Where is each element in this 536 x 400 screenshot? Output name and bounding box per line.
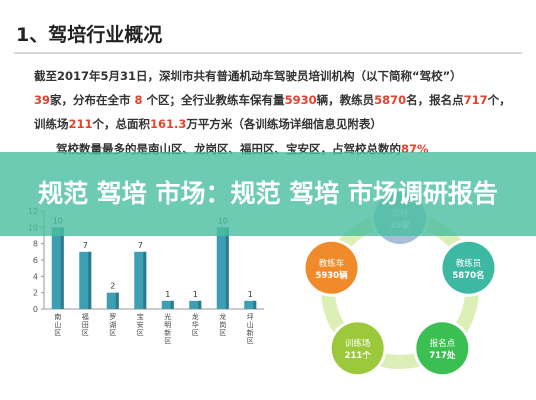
title-divider — [14, 52, 522, 54]
bar-value-label: 1 — [165, 290, 170, 299]
bar-shade — [60, 227, 64, 309]
paragraph-line-3: 训练场211个，总面积161.3万平方米（各训练场详细信息见附表） — [34, 116, 514, 132]
category-label: 龙岗区 — [219, 312, 226, 337]
bar-value-label: 1 — [248, 290, 253, 299]
text-segment: 辆，教练员 — [316, 93, 375, 107]
bar-value-label: 7 — [138, 241, 143, 250]
text-segment: 截至2017年5月31日，深圳市共有普通机动车驾驶员培训机构（以下简称“驾校”） — [34, 69, 462, 83]
text-segment: 万平方米（各训练场详细信息见附表） — [186, 117, 382, 131]
highlight-value: 39 — [34, 93, 51, 107]
y-tick-label: 4 — [33, 272, 38, 281]
node-circle-训练场 — [331, 322, 384, 375]
category-label: 罗湖区 — [109, 313, 116, 337]
highlight-value: 211 — [68, 117, 93, 131]
y-tick-label: 2 — [33, 289, 38, 298]
bar-value-label: 2 — [110, 282, 115, 291]
paragraph-line-1: 截至2017年5月31日，深圳市共有普通机动车驾驶员培训机构（以下简称“驾校”） — [34, 68, 514, 84]
text-segment: 家，分布在全市 — [50, 93, 135, 107]
node-name: 训练场 — [345, 338, 371, 349]
node-value: 717处 — [429, 350, 456, 361]
text-segment: 个，总面积 — [92, 117, 151, 131]
highlight-value: 161.3 — [150, 117, 187, 131]
bar-shade — [143, 251, 147, 309]
node-circle-教练车 — [305, 241, 358, 294]
highlight-value: 717 — [463, 93, 488, 107]
text-segment: 名，报名点 — [406, 93, 464, 107]
y-tick-label: 0 — [33, 305, 38, 314]
highlight-value: 5870 — [374, 93, 407, 107]
node-value: 211个 — [345, 350, 372, 361]
text-segment: 个区；全行业教练车保有量 — [142, 93, 285, 107]
bar-shade — [198, 300, 202, 309]
node-value: 5870名 — [452, 270, 484, 281]
paragraph-line-2: 39家，分布在全市 8 个区；全行业教练车保有量5930辆，教练员5870名，报… — [34, 92, 514, 108]
bar-光明新区 — [161, 300, 174, 309]
node-circle-报名点 — [416, 322, 469, 375]
page-title: 1、驾培行业概况 — [16, 24, 163, 46]
node-circle-教练员 — [442, 241, 495, 294]
node-name: 教练车 — [319, 258, 345, 269]
category-label: 龙华区 — [192, 312, 199, 337]
banner-title: 规范 驾培 市场：规范 驾培 市场调研报告 — [38, 179, 498, 208]
node-name: 教练员 — [456, 258, 482, 269]
bar-shade — [253, 300, 257, 309]
category-label: 坪山新区 — [247, 313, 254, 345]
bar-value-label: 1 — [193, 290, 198, 299]
category-label: 福田区 — [82, 312, 89, 337]
bar-坪山新区 — [244, 300, 257, 309]
node-value: 5930辆 — [315, 270, 348, 281]
highlight-value: 5930 — [284, 93, 317, 107]
y-tick-label: 6 — [33, 256, 38, 265]
bar-shade — [170, 300, 174, 309]
bar-shade — [88, 251, 92, 309]
bar-value-label: 7 — [83, 241, 88, 250]
bar-龙华区 — [189, 300, 202, 309]
node-name: 报名点 — [430, 338, 456, 349]
bar-shade — [225, 227, 229, 309]
y-tick-label: 8 — [33, 240, 38, 249]
category-label: 宝安区 — [137, 312, 144, 337]
title-banner: 规范 驾培 市场：规范 驾培 市场调研报告 — [0, 152, 536, 236]
text-segment: 个， — [487, 93, 511, 107]
text-segment: 训练场 — [34, 117, 69, 131]
highlight-value: 8 — [134, 93, 143, 107]
bar-shade — [115, 292, 119, 309]
category-label: 南山区 — [54, 312, 61, 337]
category-label: 光明新区 — [164, 312, 171, 345]
